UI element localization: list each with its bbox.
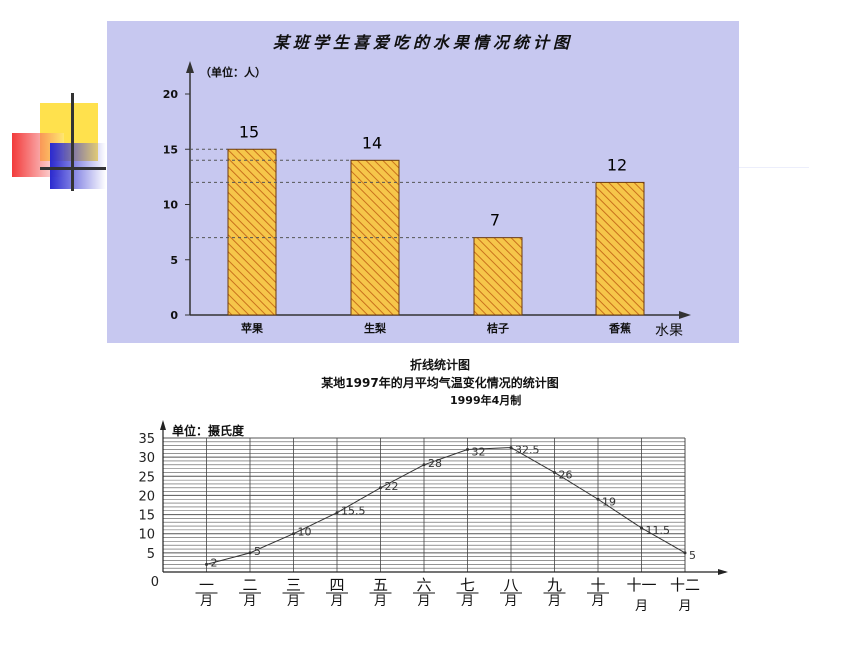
line-chart-point [292,532,295,536]
line-chart-category-label: 十二 [670,576,700,594]
line-chart-point [248,551,252,555]
line-chart-category-label-suffix: 月 [678,599,691,614]
line-chart-category-label: 四 [329,576,344,594]
line-chart-data-label: 5 [689,549,696,562]
bar-chart-bar [473,237,523,316]
line-chart-y-tick-label: 25 [138,470,155,485]
line-chart-point [509,446,513,450]
line-chart-category-label: 六 [416,576,431,594]
bar-chart-y-tick-label: 10 [163,199,179,212]
line-chart-y-axis-arrow [160,420,166,430]
line-chart-category-label: 五 [373,576,388,594]
line-chart-y-tick-label: 30 [138,451,155,466]
line-chart-point [205,562,208,566]
decor-faint-rule [739,167,809,168]
bar-chart-y-tick-label: 20 [163,88,179,101]
line-chart-x-axis-arrow [718,569,728,575]
line-chart-series [206,447,686,565]
line-chart-point [422,463,426,467]
line-chart-category-label-suffix: 月 [504,594,517,609]
line-chart-title: 折线统计图 [409,358,470,372]
line-chart-category-label-suffix: 月 [243,594,256,609]
bar-chart-category-label: 香蕉 [608,321,631,335]
bar-chart-svg: （单位：人） 水果 0 5 10 15 20 15 苹果 14 生梨 7 桔子 12 香蕉 [163,61,691,339]
bar-chart-y-tick-label: 15 [163,143,178,156]
line-chart-data-label: 15.5 [341,505,366,518]
line-chart-category-label: 七 [460,576,475,594]
bar-chart-unit-label: （单位：人） [200,65,266,79]
bar-chart-data-label: 12 [607,155,627,174]
line-chart-y-tick-label: 35 [138,432,155,447]
line-chart-point [596,497,600,501]
line-chart-point [683,551,687,555]
bar-chart-data-label: 14 [362,133,382,152]
line-chart-data-label: 19 [602,495,616,508]
decor-blue-square [50,143,106,189]
line-chart-category-label-suffix: 月 [548,594,561,609]
line-chart-data-label: 28 [428,457,442,470]
bar-chart-data-label: 15 [239,122,259,141]
line-chart-point [640,526,643,530]
bar-chart-x-axis-arrow [679,311,691,319]
bar-chart-category-label: 生梨 [364,321,387,335]
line-chart-category-label: 九 [547,576,562,594]
bar-chart-data-label: 7 [490,211,500,230]
line-chart-data-label: 2 [211,556,218,569]
line-chart-y-tick-label: 10 [138,528,155,543]
bar-chart-category-label: 桔子 [487,321,509,335]
line-chart-category-label: 三 [286,576,301,594]
line-chart-point [466,447,469,451]
line-chart-unit-label: 单位：摄氏度 [172,423,245,438]
line-chart-panel: 折线统计图 某地1997年的月平均气温变化情况的统计图 1999年4月制 单位：… [120,350,760,640]
line-chart-point [379,486,382,490]
line-chart-data-label: 5 [254,545,261,558]
line-chart-data-label: 10 [298,526,312,539]
bar-chart-bar [227,148,277,316]
line-chart-y-tick-label: 5 [147,547,155,562]
bar-chart-category-label: 苹果 [241,321,263,335]
line-chart-y-tick-label: 0 [151,575,159,590]
line-chart-point [335,511,339,515]
line-chart-note: 1999年4月制 [450,394,522,407]
bar-chart-bar [595,181,645,316]
bar-chart-x-axis-label: 水果 [655,323,683,339]
line-chart-category-label: 十 [590,576,605,594]
line-chart-category-label: 二 [242,576,257,594]
line-chart-category-label-suffix: 月 [287,594,300,609]
line-chart-category-label-suffix: 月 [330,594,343,609]
line-chart-category-label: 一 [199,576,214,594]
line-chart-y-tick-label: 20 [138,489,155,504]
line-chart-data-label: 32 [472,445,486,458]
line-chart-category-label-suffix: 月 [417,594,430,609]
line-chart-y-tick-label: 15 [138,509,155,524]
bar-chart-y-axis-arrow [186,61,194,73]
decor-vertical-line [71,93,74,191]
line-chart-category-label-suffix: 月 [461,594,474,609]
line-chart-data-label: 22 [385,480,399,493]
bar-chart-y-tick-label: 0 [170,309,178,322]
line-chart-data-label: 32.5 [515,444,540,457]
line-chart-data-label: 11.5 [646,524,671,537]
line-chart-category-label-suffix: 月 [200,594,213,609]
bar-chart-title: 某班学生喜爱吃的水果情况统计图 [272,33,573,52]
line-chart-category-label-suffix: 月 [591,594,604,609]
line-chart-point [553,470,556,474]
line-chart-data-label: 26 [559,468,573,481]
line-chart-category-label: 八 [503,576,518,594]
bar-chart-panel: 某班学生喜爱吃的水果情况统计图 （单位：人） 水果 0 5 10 15 20 15 苹果 14… [107,21,739,343]
line-chart-category-label-suffix: 月 [374,594,387,609]
decor-horizontal-line [40,167,106,170]
bar-chart-y-tick-label: 5 [170,254,178,267]
line-chart-category-label-suffix: 月 [635,599,648,614]
line-chart-subtitle: 某地1997年的月平均气温变化情况的统计图 [321,376,559,390]
line-chart-category-label: 十一 [626,576,656,594]
